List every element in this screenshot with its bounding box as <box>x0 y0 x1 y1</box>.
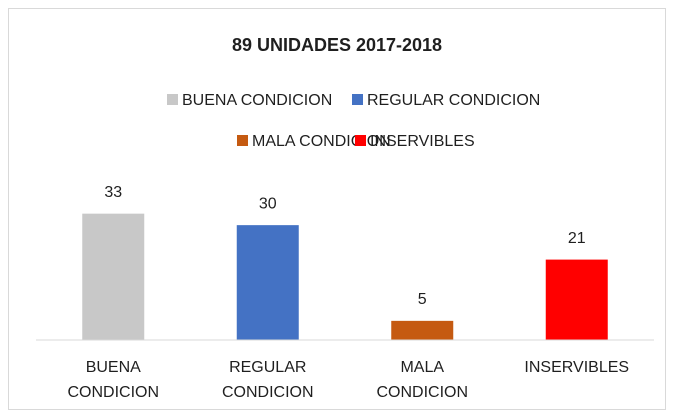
bar <box>236 225 299 340</box>
x-tick-label: BUENA CONDICION <box>67 359 160 401</box>
legend-label: BUENA CONDICION <box>182 92 332 109</box>
data-label: 21 <box>568 230 586 247</box>
bar <box>545 259 608 340</box>
bar <box>82 213 145 340</box>
legend-label: INSERVIBLES <box>370 133 475 150</box>
bar <box>391 320 454 340</box>
data-label: 30 <box>259 195 277 212</box>
data-label: 33 <box>104 184 122 201</box>
x-tick-label: INSERVIBLES <box>524 359 630 376</box>
data-label: 5 <box>418 291 427 308</box>
legend-label: REGULAR CONDICION <box>367 92 540 109</box>
legend-swatch <box>237 135 248 146</box>
chart-title: 89 UNIDADES 2017-2018 <box>232 35 442 55</box>
legend-swatch <box>167 94 178 105</box>
x-tick-label: MALA CONDICION <box>376 359 469 401</box>
legend-swatch <box>352 94 363 105</box>
x-tick-label: REGULAR CONDICION <box>221 359 314 401</box>
chart-border <box>8 8 666 410</box>
legend-swatch <box>355 135 366 146</box>
